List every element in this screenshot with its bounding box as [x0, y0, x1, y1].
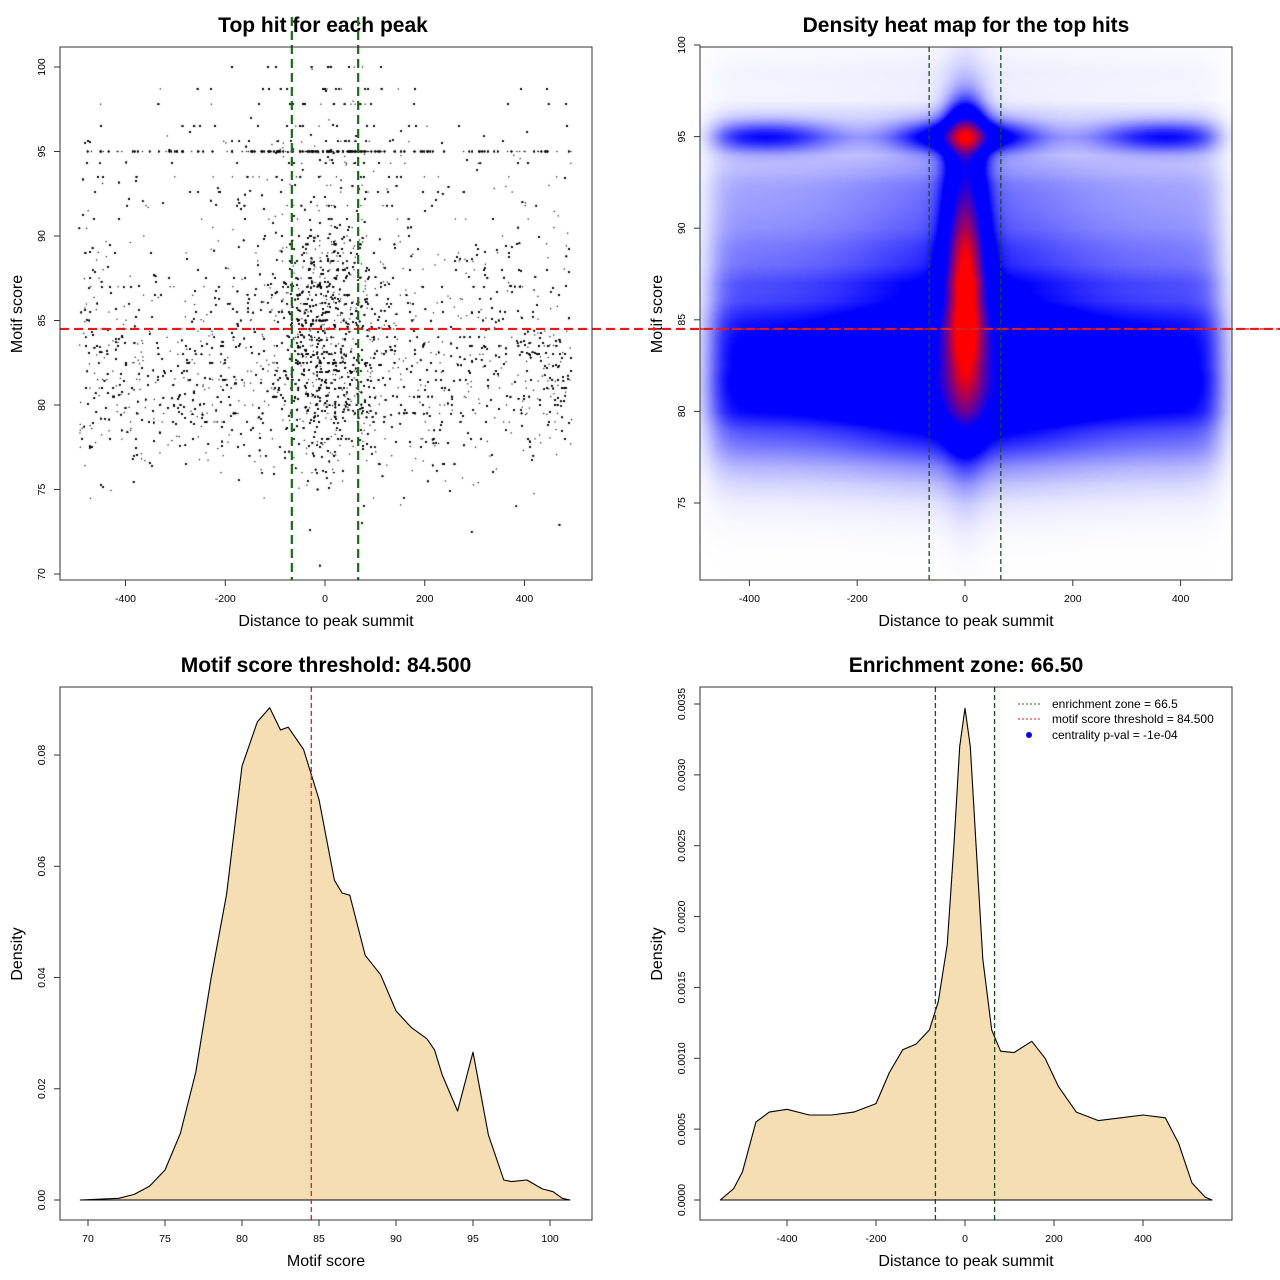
x-tick-label: -200: [847, 593, 868, 605]
y-tick-label: 0.0030: [676, 759, 688, 791]
y-tick-label: 0.06: [36, 856, 48, 877]
y-tick-label: 100: [676, 36, 688, 54]
plot-box: [59, 46, 593, 581]
y-tick-label: 85: [36, 315, 48, 327]
y-tick-label: 0.04: [36, 967, 48, 988]
y-tick-label: 0.00: [36, 1190, 48, 1211]
y-tick-label: 95: [36, 146, 48, 158]
x-tick-label: 400: [1134, 1233, 1152, 1245]
legend-label: enrichment zone = 66.5: [1052, 697, 1178, 711]
y-tick-label: 75: [676, 497, 688, 509]
chart-title-score-threshold: Motif score threshold: 84.500: [181, 654, 472, 677]
x-tick-label: 80: [236, 1233, 248, 1245]
y-tick-label: 90: [676, 222, 688, 234]
x-tick-label: 95: [467, 1233, 479, 1245]
y-tick-label: 0.0015: [676, 971, 688, 1003]
y-tick-label: 80: [676, 405, 688, 417]
y-tick-label: 95: [676, 131, 688, 143]
density-curve: [719, 707, 1213, 1201]
x-tick-label: 200: [416, 593, 434, 605]
x-tick-label: 0: [962, 1233, 968, 1245]
y-tick-label: 0.0020: [676, 900, 688, 932]
y-tick-label: 90: [36, 230, 48, 242]
y-tick-label: 80: [36, 399, 48, 411]
y-tick-label: 100: [36, 58, 48, 76]
y-axis-label: Density: [649, 927, 666, 980]
y-tick-label: 0.0010: [676, 1042, 688, 1074]
y-tick-label: 85: [676, 314, 688, 326]
chart-title-heatmap: Density heat map for the top hits: [803, 14, 1130, 37]
x-axis-label: Distance to peak summit: [238, 613, 414, 630]
y-tick-label: 0.02: [36, 1078, 48, 1099]
y-tick-label: 0.0025: [676, 830, 688, 862]
x-tick-label: 200: [1064, 593, 1082, 605]
y-axis-label: Motif score: [9, 275, 26, 353]
density-curve: [79, 707, 571, 1201]
x-tick-label: 0: [322, 593, 328, 605]
x-tick-label: 400: [1172, 593, 1190, 605]
x-tick-label: -400: [739, 593, 760, 605]
x-axis-label: Distance to peak summit: [878, 1253, 1054, 1270]
x-tick-label: 85: [313, 1233, 325, 1245]
x-axis-label: Motif score: [287, 1253, 365, 1270]
legend-label: motif score threshold = 84.500: [1052, 712, 1214, 726]
x-tick-label: -200: [215, 593, 236, 605]
x-tick-label: 75: [159, 1233, 171, 1245]
x-tick-label: 70: [82, 1233, 94, 1245]
y-tick-label: 0.0005: [676, 1113, 688, 1145]
x-tick-label: -400: [776, 1233, 797, 1245]
x-tick-label: -400: [115, 593, 136, 605]
chart-title-top-hits: Top hit for each peak: [218, 14, 428, 37]
y-tick-label: 75: [36, 484, 48, 496]
y-tick-label: 0.0000: [676, 1184, 688, 1216]
chart-title-enrichment-zone: Enrichment zone: 66.50: [849, 654, 1084, 677]
x-tick-label: 0: [962, 593, 968, 605]
legend-swatch-centrality: [1026, 732, 1032, 738]
legend-label: centrality p-val = -1e-04: [1052, 728, 1178, 742]
y-tick-label: 0.08: [36, 745, 48, 766]
x-tick-label: -200: [865, 1233, 886, 1245]
y-tick-label: 70: [36, 568, 48, 580]
plot-box: [699, 46, 1233, 581]
y-tick-label: 0.0035: [676, 688, 688, 720]
x-tick-label: 400: [516, 593, 534, 605]
y-axis-label: Density: [9, 927, 26, 980]
x-tick-label: 100: [541, 1233, 559, 1245]
y-axis-label: Motif score: [649, 275, 666, 353]
legend: enrichment zone = 66.5 motif score thres…: [1018, 697, 1214, 742]
x-axis-label: Distance to peak summit: [878, 613, 1054, 630]
x-tick-label: 200: [1045, 1233, 1063, 1245]
x-tick-label: 90: [390, 1233, 402, 1245]
